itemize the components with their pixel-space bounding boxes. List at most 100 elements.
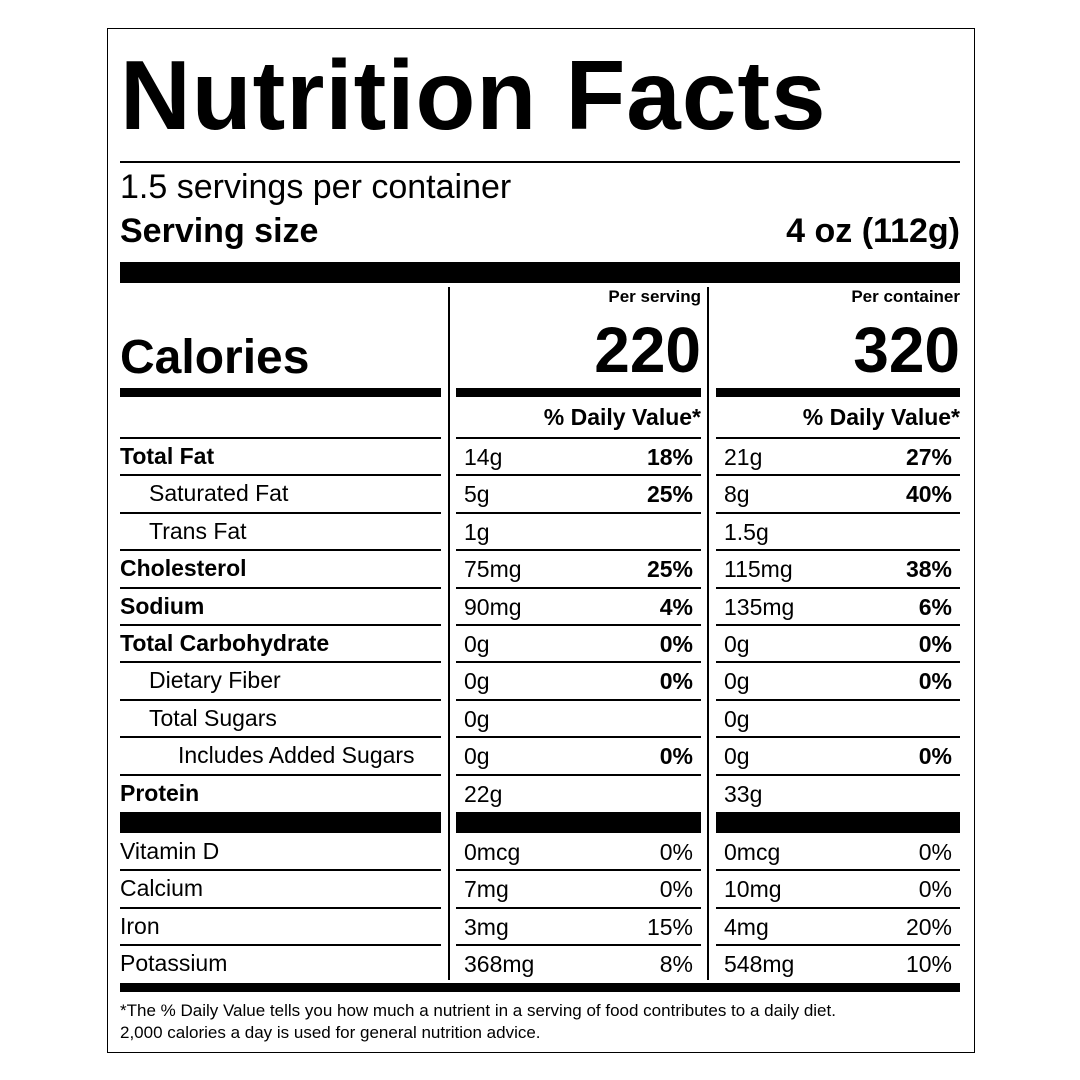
divider: [707, 287, 709, 980]
row-rule: [716, 661, 960, 664]
amount: 1.5g: [724, 518, 769, 545]
row-rule: [120, 773, 441, 776]
dv-heading: % Daily Value*: [543, 404, 701, 431]
thick-bar: [120, 812, 441, 833]
divider: [448, 287, 450, 980]
row-rule: [456, 474, 701, 477]
row-rule: [716, 474, 960, 477]
row-rule: [456, 624, 701, 626]
row-rule: [456, 437, 701, 439]
per-container-heading: Per container: [851, 286, 960, 306]
nutrient-name: Total Sugars: [149, 704, 277, 731]
amount: 0g: [464, 743, 490, 770]
nutrient-name: Total Fat: [120, 442, 215, 469]
row-rule: [120, 906, 441, 909]
nutrient-name: Potassium: [120, 950, 228, 977]
row-rule: [456, 944, 701, 947]
thick-bar: [716, 812, 960, 833]
calories-label: Calories: [120, 331, 310, 385]
daily-value: 6%: [918, 593, 952, 620]
servings: 1.5 servings per container: [120, 167, 512, 206]
per-container-calories: 320: [853, 313, 960, 386]
amount: 10mg: [724, 876, 782, 903]
title: Nutrition Facts: [120, 40, 827, 151]
nutrient-name: Cholesterol: [120, 555, 247, 582]
daily-value: 15%: [646, 913, 693, 940]
row-rule: [716, 944, 960, 947]
daily-value: 0%: [659, 838, 693, 865]
amount: 4mg: [724, 913, 769, 940]
amount: 21g: [724, 443, 763, 470]
daily-value: 40%: [905, 481, 952, 508]
daily-value: 0%: [659, 668, 693, 695]
row-rule: [456, 511, 701, 514]
row-rule: [456, 661, 701, 664]
per-serving-calories: 220: [594, 313, 701, 386]
row-rule: [456, 736, 701, 739]
amount: 0g: [724, 630, 750, 657]
row-rule: [716, 773, 960, 776]
nutrient-name: Total Carbohydrate: [120, 629, 330, 656]
row-rule: [456, 698, 701, 701]
amount: 115mg: [724, 556, 793, 583]
amount: 3mg: [464, 913, 509, 940]
row-rule: [120, 549, 441, 552]
dv-heading: % Daily Value*: [802, 404, 960, 431]
row-rule: [456, 549, 701, 552]
calories-bar: [120, 388, 441, 397]
amount: 0g: [724, 743, 750, 770]
amount: 1g: [464, 518, 490, 545]
footnote: 2,000 calories a day is used for general…: [120, 1023, 541, 1043]
row-rule: [456, 869, 701, 872]
row-rule: [456, 586, 701, 589]
row-rule: [120, 661, 441, 664]
per-serving-heading: Per serving: [608, 286, 701, 306]
nutrient-name: Trans Fat: [149, 517, 247, 544]
amount: 0g: [724, 705, 750, 732]
daily-value: 20%: [905, 913, 952, 940]
amount: 90mg: [464, 593, 522, 620]
row-rule: [716, 511, 960, 514]
row-rule: [120, 736, 441, 739]
row-rule: [120, 474, 441, 477]
calories-bar: [456, 388, 701, 397]
amount: 0mcg: [464, 838, 521, 865]
amount: 5g: [464, 481, 490, 508]
row-rule: [120, 944, 441, 947]
row-rule: [716, 736, 960, 739]
row-rule: [716, 586, 960, 589]
nutrient-name: Iron: [120, 912, 160, 939]
nutrient-name: Vitamin D: [120, 837, 220, 864]
thick-bar: [456, 812, 701, 833]
amount: 33g: [724, 780, 763, 807]
thick-bar: [120, 262, 960, 283]
daily-value: 38%: [905, 556, 952, 583]
amount: 135mg: [724, 593, 795, 620]
serving-size-value: 4 oz (112g): [786, 211, 960, 250]
amount: 0g: [464, 668, 490, 695]
serving-size-label: Serving size: [120, 211, 319, 250]
amount: 0g: [464, 705, 490, 732]
amount: 0mcg: [724, 838, 781, 865]
daily-value: 0%: [918, 630, 952, 657]
nutrient-name: Saturated Fat: [149, 480, 289, 507]
row-rule: [120, 869, 441, 872]
daily-value: 0%: [659, 876, 693, 903]
amount: 75mg: [464, 556, 522, 583]
amount: 22g: [464, 780, 503, 807]
daily-value: 0%: [659, 630, 693, 657]
row-rule: [716, 869, 960, 872]
bottom-bar: [120, 982, 960, 992]
daily-value: 0%: [659, 743, 693, 770]
nutrient-name: Includes Added Sugars: [178, 742, 415, 769]
row-rule: [456, 773, 701, 776]
row-rule: [716, 437, 960, 439]
amount: 0g: [464, 630, 490, 657]
daily-value: 0%: [918, 876, 952, 903]
row-rule: [716, 906, 960, 909]
amount: 8g: [724, 481, 750, 508]
title-rule: [120, 161, 960, 163]
footnote: *The % Daily Value tells you how much a …: [120, 1001, 836, 1021]
daily-value: 25%: [646, 556, 693, 583]
daily-value: 27%: [905, 443, 952, 470]
